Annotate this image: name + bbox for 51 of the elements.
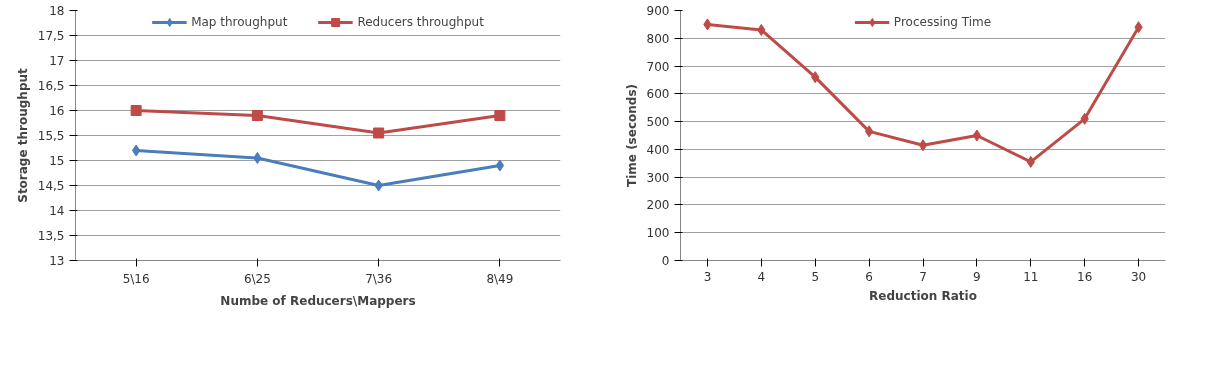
x-tick-label: 5\16 — [122, 271, 150, 286]
y-axis-title: Storage throughput — [15, 67, 30, 203]
y-tick-label: 900 — [646, 4, 670, 18]
point — [131, 144, 141, 157]
x-tick-label: 4 — [757, 269, 766, 284]
x-tick-label: 6 — [865, 269, 873, 284]
legend-label: Reducers throughput — [357, 15, 484, 29]
y-tick-label: 200 — [646, 198, 670, 213]
x-tick-label: 8\49 — [486, 271, 514, 286]
y-tick-label: 18 — [49, 4, 65, 18]
y-tick-label: 14 — [49, 204, 65, 218]
y-tick-label: 500 — [646, 115, 670, 130]
y-tick-label: 17 — [49, 54, 65, 68]
y-tick-label: 400 — [646, 142, 670, 157]
legend-label: Map throughput — [191, 15, 288, 29]
y-tick-label: 16 — [49, 104, 65, 118]
y-tick-label: 100 — [646, 226, 670, 241]
point — [972, 129, 982, 142]
legend-label: Processing Time — [893, 15, 992, 29]
x-axis-title: Reduction Ratio — [869, 288, 977, 303]
point — [918, 139, 928, 152]
x-tick-label: 7 — [919, 269, 927, 284]
point — [130, 105, 142, 116]
x-tick-label: 16 — [1077, 269, 1093, 284]
point — [864, 125, 874, 138]
x-tick-label: 7\36 — [365, 271, 393, 286]
point — [251, 110, 263, 121]
point — [373, 127, 385, 139]
y-tick-label: 600 — [646, 87, 670, 102]
x-axis-title: Numbe of Reducers\Mappers — [220, 293, 416, 308]
y-tick-label: 13 — [49, 254, 65, 268]
y-tick-label: 13,5 — [37, 229, 65, 243]
y-tick-label: 15 — [49, 154, 65, 168]
x-tick-label: 5 — [811, 269, 820, 284]
y-tick-label: 16,5 — [37, 79, 65, 93]
y-tick-label: 800 — [646, 31, 670, 46]
point — [253, 152, 262, 164]
y-tick-label: 17,5 — [37, 29, 65, 43]
y-axis-title: Time (seconds) — [624, 83, 639, 187]
x-tick-label: 11 — [1023, 269, 1039, 284]
point — [494, 110, 506, 121]
x-tick-label: 9 — [973, 269, 981, 284]
point — [495, 159, 505, 172]
y-tick-label: 700 — [646, 59, 670, 74]
y-tick-label: 300 — [646, 170, 670, 185]
x-tick-label: 3 — [703, 269, 712, 284]
y-tick-label: 14,5 — [37, 179, 65, 193]
x-tick-label: 6\25 — [243, 271, 271, 286]
y-tick-label: 0 — [661, 254, 670, 268]
y-tick-label: 15,5 — [37, 129, 65, 143]
x-tick-label: 30 — [1130, 269, 1147, 284]
